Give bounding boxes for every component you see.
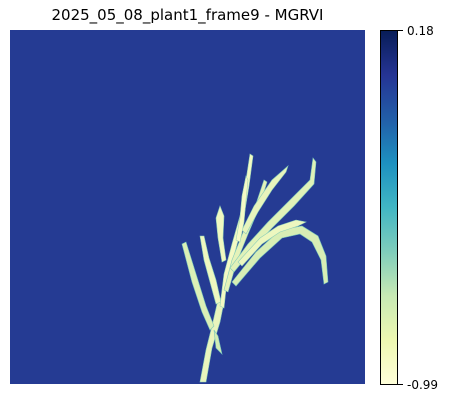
colorbar [380, 30, 398, 385]
colorbar-max-label: 0.18 [407, 24, 434, 38]
plant-leaf [213, 329, 223, 355]
plant-leaf [199, 235, 222, 305]
colorbar-max-tick [398, 30, 403, 31]
plant-leaf [215, 205, 227, 263]
plant-image-svg [10, 30, 365, 384]
plant-leaf [235, 175, 249, 243]
plant-leaf [181, 241, 215, 331]
figure-title: 2025_05_08_plant1_frame9 - MGRVI [51, 6, 324, 24]
mgrvi-image [10, 30, 365, 384]
plant-leaf [241, 165, 289, 235]
colorbar-min-tick [398, 384, 403, 385]
image-background [10, 30, 365, 384]
plant-leaf [237, 219, 307, 267]
plant-mask [181, 153, 329, 383]
colorbar-min-label: -0.99 [407, 378, 439, 392]
